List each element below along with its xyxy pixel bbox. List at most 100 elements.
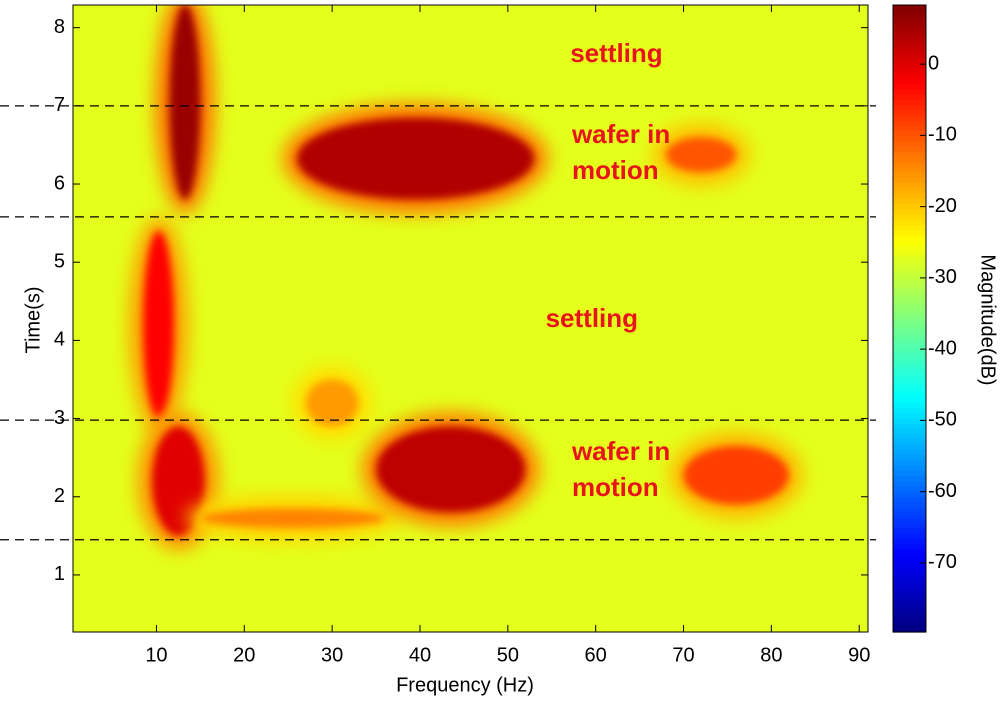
x-tick-label: 30 [321,644,343,666]
colorbar-step [893,177,926,184]
colorbar-step [893,193,926,199]
region [169,5,201,200]
colorbar-step [893,543,926,549]
colorbar-step [893,203,926,210]
x-tick-label: 70 [672,644,694,666]
colorbar-step [893,41,926,48]
colorbar-step [893,67,926,74]
colorbar-step [893,214,926,220]
region [152,426,205,536]
region [143,230,175,419]
colorbar-label: Magnitude(dB) [977,254,999,385]
colorbar-step [893,266,926,273]
colorbar-step [893,31,926,37]
annotation: motion [572,155,659,185]
colorbar-step [893,360,926,367]
colorbar-step [893,537,926,544]
annotation: settling [570,38,662,68]
colorbar-step [893,281,926,288]
colorbar-step [893,438,926,445]
x-axis-label: Frequency (Hz) [396,674,534,696]
colorbar-step [893,355,926,361]
colorbar-step [893,459,926,466]
colorbar-step [893,57,926,64]
colorbar-step [893,219,926,226]
colorbar-step [893,590,926,597]
colorbar-step [893,375,926,382]
colorbar-step [893,245,926,252]
colorbar-tick-label: -20 [928,195,957,217]
colorbar-step [893,381,926,388]
colorbar-step [893,417,926,424]
colorbar-step [893,166,926,173]
colorbar-step [893,506,926,513]
colorbar-step [893,553,926,560]
annotation: wafer in [571,119,670,149]
region [305,379,359,427]
colorbar-step [893,88,926,95]
colorbar-step [893,605,926,612]
y-tick-label: 6 [54,172,65,194]
colorbar-step [893,621,926,628]
plot-frame [72,4,869,633]
colorbar-frame [892,4,927,633]
colorbar-step [893,470,926,476]
colorbar-step [893,125,926,131]
colorbar-tick-label: -60 [928,480,957,502]
x-tick-label: 60 [585,644,607,666]
y-tick-label: 1 [54,563,65,585]
colorbar-step [893,182,926,189]
colorbar-step [893,564,926,570]
annotation: wafer in [571,436,670,466]
colorbar-step [893,548,926,555]
colorbar: 0 -10 -20 -30 -40 -50 -60 -70 [892,4,957,633]
colorbar-step [893,135,926,142]
colorbar-step [893,83,926,90]
colorbar-step [893,522,926,529]
colorbar-step [893,240,926,246]
colorbar-step [893,328,926,335]
colorbar-tick-label: -10 [928,124,957,146]
colorbar-step [893,490,926,497]
colorbar-step [893,626,926,633]
colorbar-step [893,62,926,69]
colorbar-step [893,464,926,471]
colorbar-tick-label: -50 [928,409,957,431]
colorbar-step [893,234,926,241]
colorbar-step [893,198,926,205]
colorbar-step [893,119,926,126]
colorbar-tick-label: -40 [928,337,957,359]
colorbar-step [893,276,926,283]
colorbar-step [893,616,926,623]
colorbar-step [893,229,926,236]
colorbar-step [893,104,926,111]
colorbar-step [893,99,926,105]
colorbar-step [893,323,926,330]
colorbar-step [893,93,926,100]
colorbar-step [893,600,926,607]
colorbar-step [893,527,926,534]
colorbar-step [893,130,926,137]
colorbar-step [893,297,926,304]
colorbar-step [893,402,926,408]
region [683,445,789,505]
colorbar-step [893,292,926,299]
colorbar-step [893,558,926,565]
colorbar-step [893,532,926,539]
colorbar-step [893,151,926,158]
colorbar-step [893,344,926,351]
colorbar-step [893,595,926,602]
colorbar-step [893,5,926,11]
colorbar-step [893,480,926,487]
colorbar-step [893,187,926,194]
colorbar-step [893,52,926,58]
y-tick-label: 4 [54,329,65,351]
colorbar-step [893,10,926,17]
colorbar-step [893,334,926,340]
region [200,508,385,529]
colorbar-step [893,255,926,262]
colorbar-step [893,261,926,267]
colorbar-step [893,318,926,325]
colorbar-step [893,611,926,617]
x-tick-label: 40 [409,644,431,666]
